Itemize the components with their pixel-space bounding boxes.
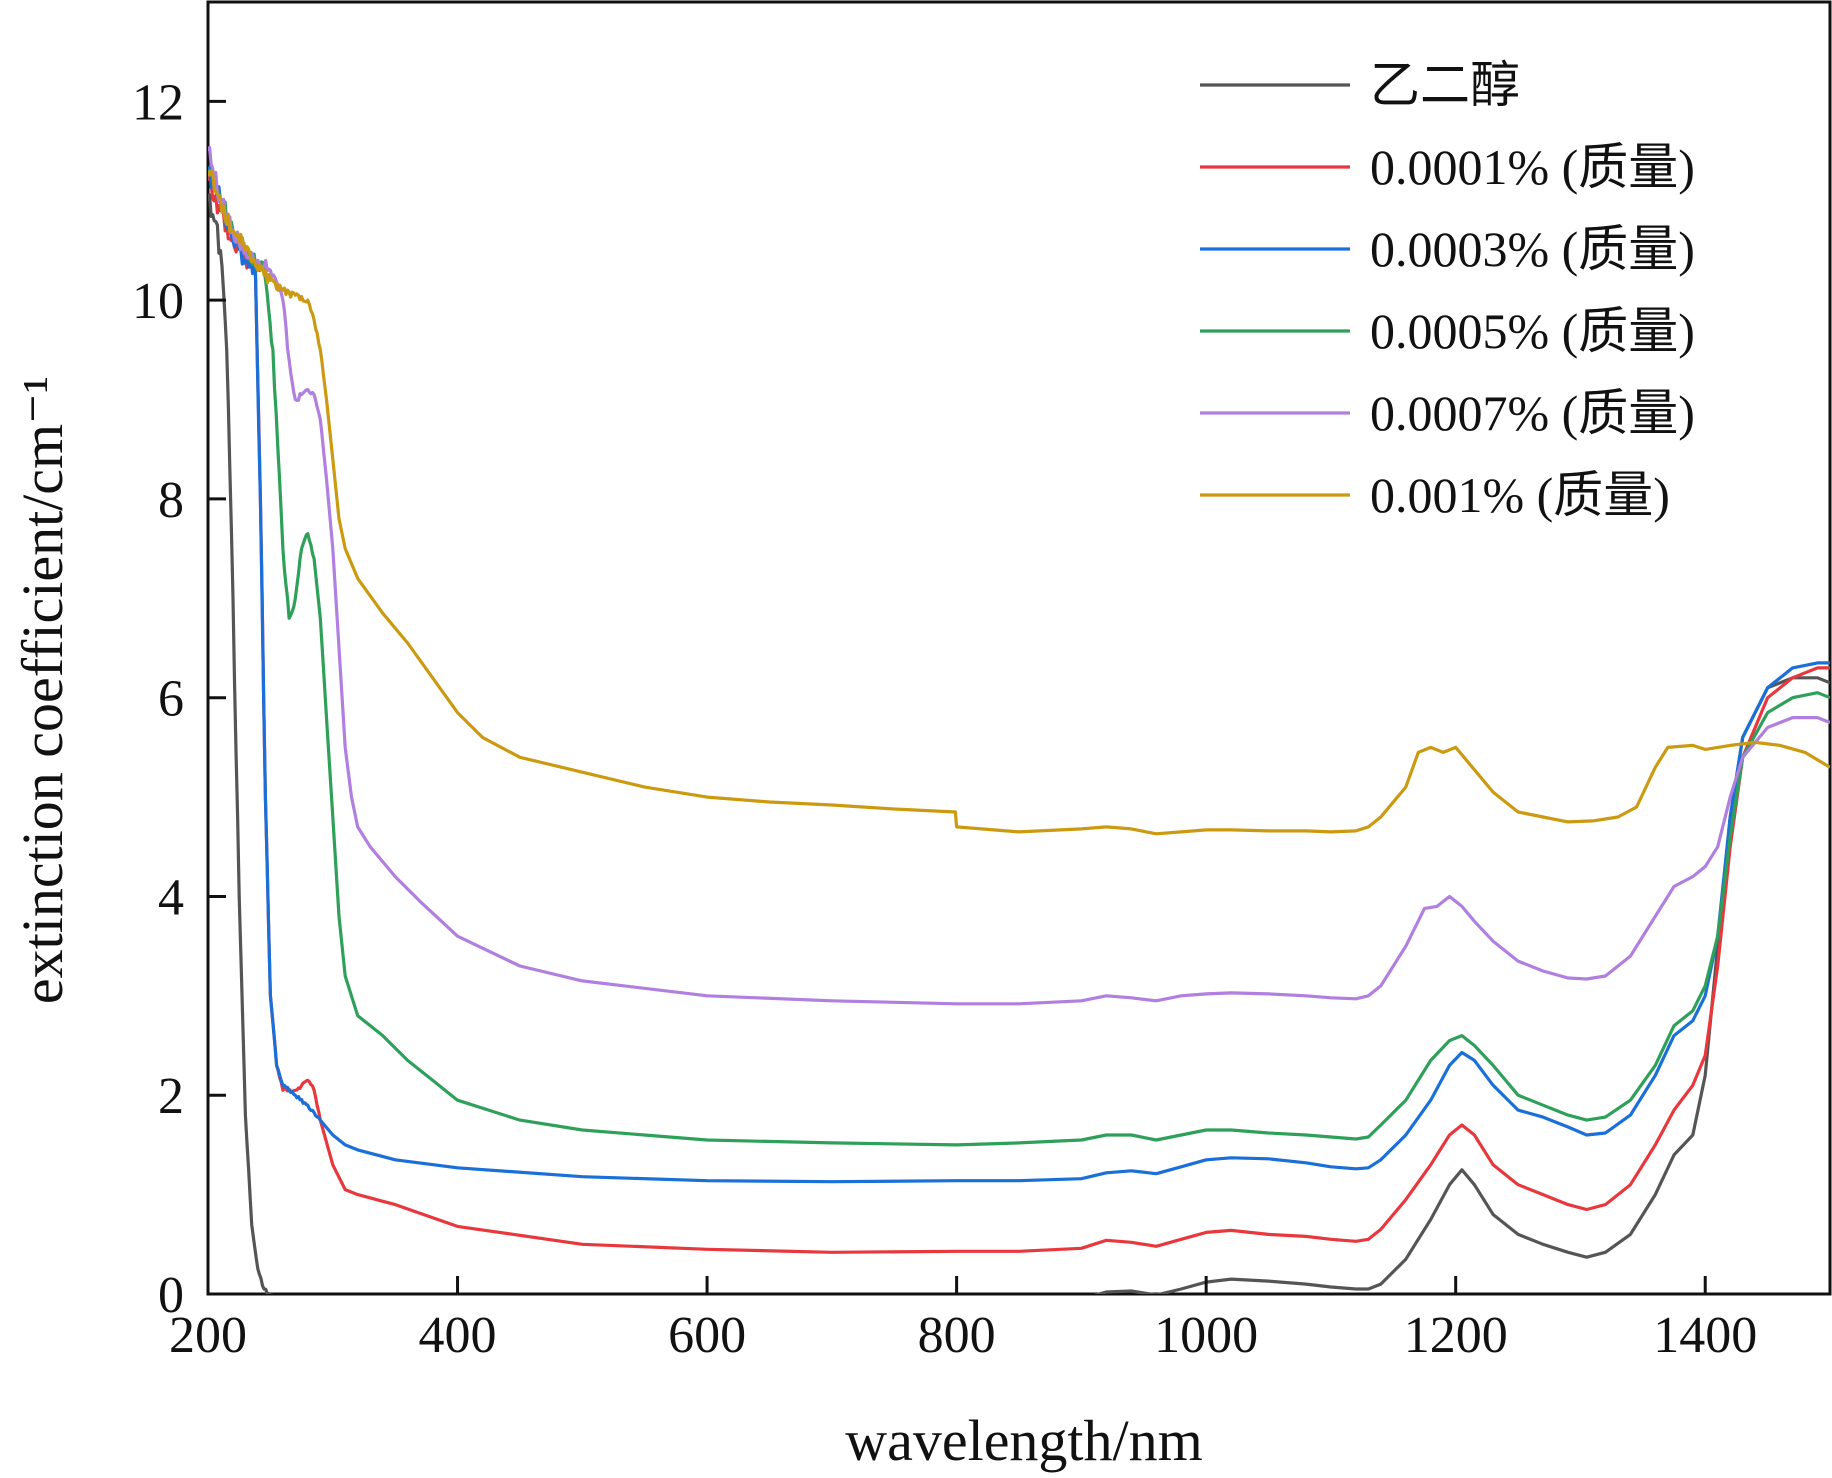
y-tick-label: 2 — [158, 1068, 184, 1125]
y-tick-label: 12 — [132, 74, 184, 131]
legend-label-2: 0.0003% (质量) — [1370, 221, 1695, 277]
series-layer — [208, 145, 1830, 1294]
series-line-0 — [208, 193, 1830, 1294]
legend-label-4: 0.0007% (质量) — [1370, 385, 1695, 441]
y-tick-label: 8 — [158, 472, 184, 529]
x-tick-label: 200 — [169, 1307, 247, 1364]
legend-label-1: 0.0001% (质量) — [1370, 139, 1695, 195]
x-tick-label: 1400 — [1653, 1307, 1757, 1364]
x-axis-title: wavelength/nm — [845, 1408, 1203, 1473]
y-tick-label: 10 — [132, 273, 184, 330]
legend-label-5: 0.001% (质量) — [1370, 467, 1670, 523]
legend-label-3: 0.0005% (质量) — [1370, 303, 1695, 359]
y-axis-title: extinction coefficient/cm⁻¹ — [10, 376, 75, 1004]
plot-area — [206, 0, 1832, 1296]
y-tick-label: 6 — [158, 671, 184, 728]
y-tick-label: 4 — [158, 869, 184, 926]
x-tick-label: 1200 — [1404, 1307, 1508, 1364]
x-tick-label: 600 — [668, 1307, 746, 1364]
legend-label-0: 乙二醇 — [1370, 57, 1520, 113]
x-tick-label: 1000 — [1154, 1307, 1258, 1364]
x-tick-label: 800 — [918, 1307, 996, 1364]
plot-frame — [206, 0, 1832, 1296]
series-line-5 — [208, 169, 1830, 836]
ticks-layer: 200 400 600 800 1000 1200 1400 0 2 4 6 8 10 12 — [132, 74, 1757, 1364]
x-tick-label: 400 — [419, 1307, 497, 1364]
y-tick-label: 0 — [158, 1267, 184, 1324]
legend: 乙二醇 0.0001% (质量) 0.0003% (质量) 0.0005% (质量) 0… — [1200, 57, 1695, 523]
